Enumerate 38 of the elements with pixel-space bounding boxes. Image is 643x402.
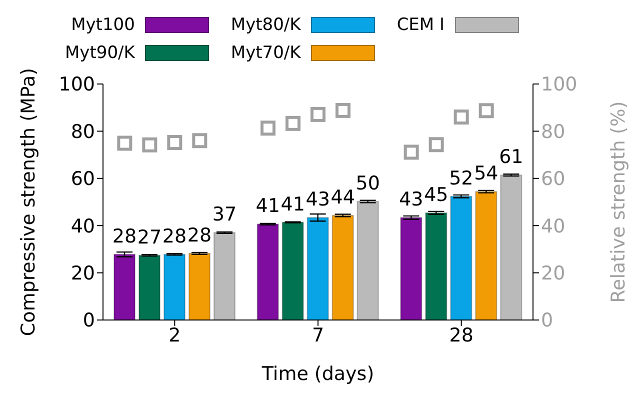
y-axis-title: Compressive strength (MPa) <box>18 68 40 336</box>
data-label: 52 <box>449 167 474 190</box>
y2-tick-label: 100 <box>541 74 578 96</box>
legend-label: Myt90/K <box>65 43 135 63</box>
data-label: 37 <box>212 204 237 226</box>
data-label: 50 <box>356 172 380 195</box>
data-label: 27 <box>137 226 162 248</box>
data-label: 41 <box>280 193 305 216</box>
y-tick-label: 0 <box>82 310 95 332</box>
x-tick-label: 2 <box>168 324 181 346</box>
legend-label: Myt100 <box>71 15 135 35</box>
y-tick-label: 80 <box>70 120 95 143</box>
data-label: 43 <box>399 188 424 211</box>
data-label: 45 <box>424 184 448 206</box>
y2-tick-label: 80 <box>541 120 566 143</box>
legend-label: CEM I <box>396 15 445 35</box>
y2-tick-label: 0 <box>541 310 554 332</box>
y-tick-label: 40 <box>70 215 95 238</box>
data-label: 41 <box>256 195 280 218</box>
y2-tick-label: 60 <box>541 168 566 190</box>
data-label: 54 <box>474 162 498 185</box>
x-tick-label: 7 <box>312 324 324 346</box>
y-tick-label: 20 <box>70 262 95 285</box>
data-label: 28 <box>162 225 187 248</box>
data-label: 43 <box>306 188 330 211</box>
x-axis-title: Time (days) <box>260 363 374 385</box>
x-tick-label: 28 <box>449 324 474 346</box>
y2-tick-label: 40 <box>541 215 566 238</box>
legend-label: Myt70/K <box>230 43 301 63</box>
y-tick-label: 100 <box>58 74 95 96</box>
data-label: 44 <box>330 186 355 208</box>
y2-axis-title: Relative strength (%) <box>608 101 630 303</box>
data-label: 28 <box>187 224 212 246</box>
data-label: 61 <box>499 146 524 168</box>
y-tick-label: 60 <box>70 168 95 190</box>
y2-tick-label: 20 <box>541 262 566 285</box>
data-label: 28 <box>112 225 137 248</box>
legend-label: Myt80/K <box>230 15 301 35</box>
